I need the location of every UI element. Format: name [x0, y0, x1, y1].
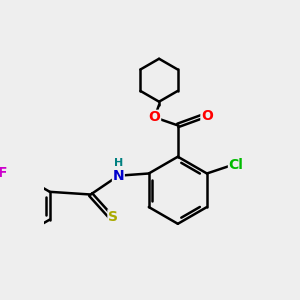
Text: Cl: Cl: [229, 158, 243, 172]
Text: F: F: [0, 167, 7, 181]
Text: O: O: [201, 110, 213, 124]
Text: N: N: [112, 169, 124, 183]
Text: O: O: [148, 110, 160, 124]
Text: S: S: [108, 210, 118, 224]
Text: H: H: [114, 158, 123, 168]
